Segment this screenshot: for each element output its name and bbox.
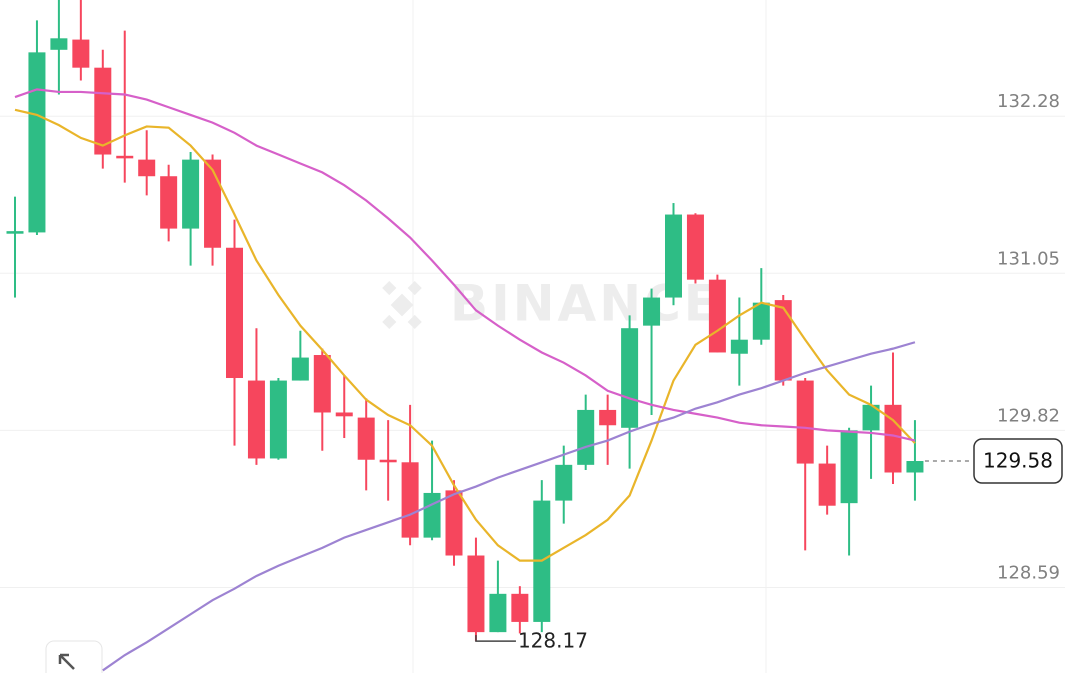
y-tick-label: 131.05 <box>997 248 1060 269</box>
candle-body <box>313 355 331 413</box>
candle-body <box>50 38 68 50</box>
candle-body <box>138 159 156 177</box>
candle-body <box>94 67 112 155</box>
candle-body <box>511 593 529 622</box>
candle-body <box>226 247 243 379</box>
watermark-logo <box>382 280 422 330</box>
candle-body <box>160 176 178 229</box>
candle-body <box>357 417 375 460</box>
candle-body <box>269 380 287 459</box>
candle-body <box>28 52 46 233</box>
candle-body <box>862 404 880 431</box>
candle-body <box>379 459 397 463</box>
low-marker-label: 128.17 <box>518 629 588 653</box>
candle-body <box>884 404 902 473</box>
y-tick-label: 128.59 <box>997 562 1060 583</box>
candle-body <box>423 492 441 538</box>
candle-body <box>840 430 858 504</box>
candle-body <box>445 490 463 556</box>
candle-body <box>182 159 200 229</box>
candle-body <box>599 409 617 426</box>
ma-line <box>14 108 916 562</box>
candle-body <box>643 297 661 326</box>
candle-body <box>72 39 90 68</box>
current-price-label: 129.58 <box>983 449 1053 473</box>
candle-body <box>247 380 265 459</box>
candle-body <box>116 155 134 159</box>
candle-body <box>774 300 792 381</box>
ma-line <box>14 88 916 442</box>
current-price-box <box>973 438 1063 484</box>
candle-body <box>335 412 353 417</box>
expand-button[interactable] <box>45 640 103 673</box>
candle-body <box>555 464 573 501</box>
candle-body <box>730 339 748 354</box>
candle-body <box>818 463 836 506</box>
low-marker-line <box>475 635 516 642</box>
candle-body <box>6 231 24 234</box>
candle-body <box>577 409 595 465</box>
candle-body <box>489 593 507 633</box>
candle-body <box>401 462 419 538</box>
ma-line <box>102 341 916 672</box>
candle-body <box>291 357 309 381</box>
candle-body <box>204 159 222 248</box>
candle-body <box>665 214 682 298</box>
candle-body <box>906 461 924 473</box>
candle-body <box>621 328 639 428</box>
candle-body <box>796 380 814 464</box>
y-tick-label: 132.28 <box>997 91 1060 112</box>
candle-body <box>708 279 726 353</box>
candle-body <box>752 302 770 340</box>
candle-body <box>467 555 485 633</box>
candle-body <box>686 214 704 280</box>
y-tick-label: 129.82 <box>997 405 1060 426</box>
